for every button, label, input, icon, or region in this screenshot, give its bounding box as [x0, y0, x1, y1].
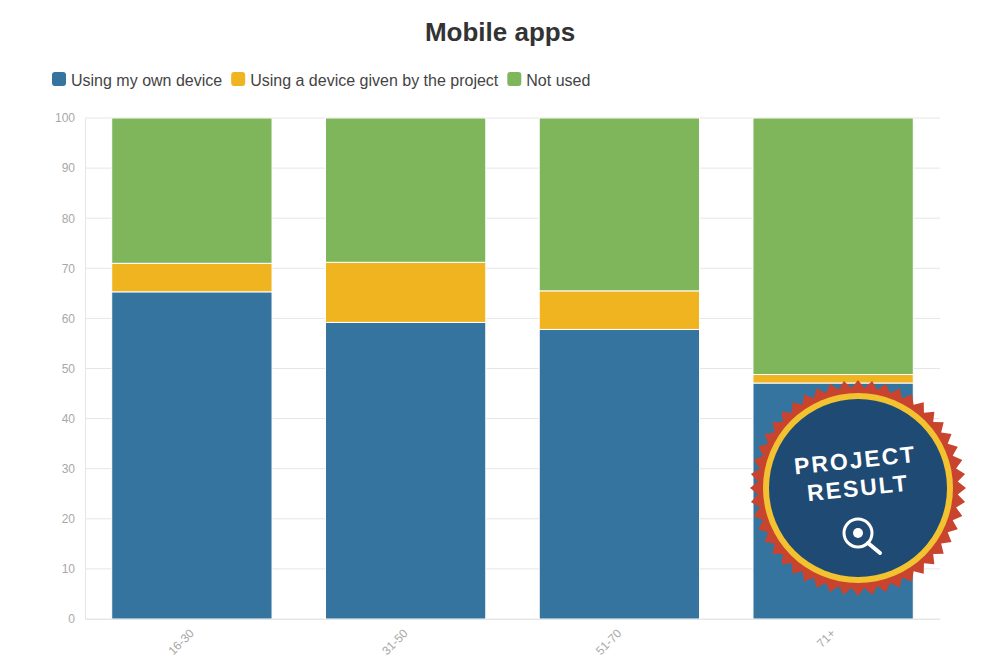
bar [112, 263, 272, 292]
x-tick-label: 71+ [814, 626, 838, 650]
x-tick-label: 16-30 [165, 626, 197, 658]
bar [539, 291, 699, 330]
x-tick: 71+ [814, 619, 838, 650]
x-tick-label: 51-70 [593, 626, 625, 658]
x-axis-line [86, 619, 941, 620]
y-tick-label: 80 [62, 212, 76, 226]
y-tick-label: 50 [62, 362, 76, 376]
legend-swatch [52, 72, 66, 86]
badge-ring [763, 393, 953, 583]
y-tick: 70 [62, 262, 85, 276]
bar [112, 292, 272, 619]
series-group [112, 118, 914, 375]
bar [539, 329, 699, 619]
badge-icon-handle [868, 543, 880, 553]
y-tick: 0 [68, 612, 85, 626]
x-tick: 16-30 [165, 619, 197, 658]
y-tick-label: 60 [62, 312, 76, 326]
legend-item: Not used [507, 72, 590, 89]
chart-container: 0 10 20 30 40 50 60 70 80 90 100 16-30 31-50 51-70 71+… [0, 0, 1000, 667]
legend-item: Using my own device [52, 72, 222, 89]
bar [753, 118, 913, 375]
y-tick-label: 100 [55, 111, 75, 125]
bar [325, 322, 485, 619]
legend: Using my own device Using a device given … [52, 72, 590, 89]
y-tick: 60 [62, 312, 85, 326]
y-tick-label: 0 [68, 612, 75, 626]
y-tick: 40 [62, 412, 85, 426]
legend-label: Not used [526, 72, 590, 89]
y-tick-label: 40 [62, 412, 76, 426]
y-tick-label: 30 [62, 462, 76, 476]
y-tick-label: 20 [62, 512, 76, 526]
x-tick: 51-70 [593, 619, 625, 658]
y-tick: 20 [62, 512, 85, 526]
y-tick-label: 10 [62, 562, 76, 576]
badge-inner [769, 399, 947, 577]
badge-text-line: RESULT [806, 470, 910, 507]
badge-icon-core [853, 528, 863, 538]
x-tick: 31-50 [379, 619, 411, 658]
y-tick: 50 [62, 362, 85, 376]
legend-label: Using a device given by the project [250, 72, 499, 89]
y-tick: 10 [62, 562, 85, 576]
x-tick-label: 31-50 [379, 626, 411, 658]
y-tick-label: 90 [62, 161, 76, 175]
bar [325, 262, 485, 322]
badge-icon [844, 519, 880, 553]
y-axis-line [85, 119, 86, 620]
bar [325, 118, 485, 262]
chart-svg: 0 10 20 30 40 50 60 70 80 90 100 16-30 31-50 51-70 71+… [0, 0, 1000, 667]
y-tick: 80 [62, 212, 85, 226]
legend-swatch [507, 72, 521, 86]
bar [539, 118, 699, 291]
legend-swatch [231, 72, 245, 86]
badge-edge [750, 380, 966, 596]
y-tick: 100 [55, 111, 85, 125]
x-axis: 16-30 31-50 51-70 71+ [86, 619, 941, 658]
legend-label: Using my own device [71, 72, 222, 89]
y-tick: 90 [62, 161, 85, 175]
bar [112, 118, 272, 263]
badge-text: PROJECTRESULT [793, 441, 921, 508]
y-axis: 0 10 20 30 40 50 60 70 80 90 100 [55, 111, 86, 626]
legend-item: Using a device given by the project [231, 72, 499, 89]
y-tick: 30 [62, 462, 85, 476]
bar [753, 375, 913, 384]
y-tick-label: 70 [62, 262, 76, 276]
title: Mobile apps [425, 17, 575, 47]
badge: PROJECTRESULT [750, 380, 966, 596]
